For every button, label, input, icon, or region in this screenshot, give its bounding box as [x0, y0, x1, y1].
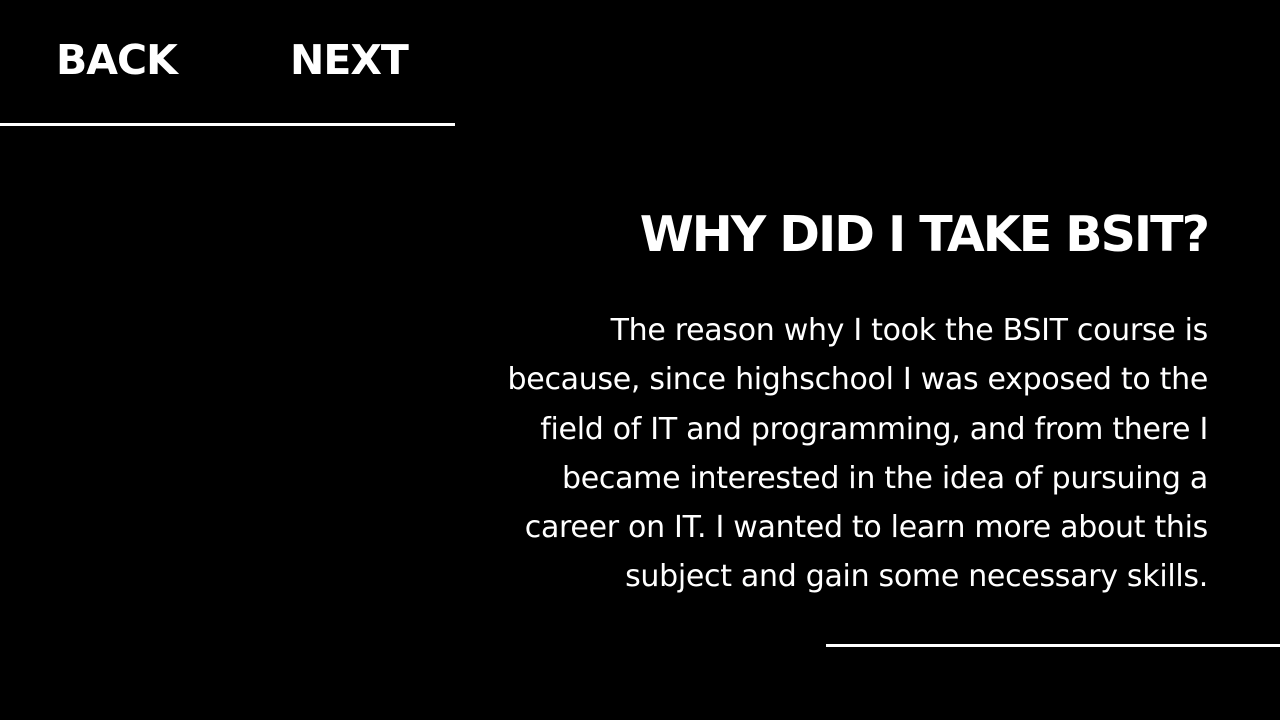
body-line: field of IT and programming, and from th… — [540, 411, 1208, 447]
body-line: became interested in the idea of pursuin… — [561, 460, 1208, 496]
next-button[interactable]: NEXT — [290, 36, 409, 84]
bottom-divider — [826, 644, 1280, 647]
body-line: because, since highschool I was exposed … — [507, 362, 1209, 398]
slide-title: WHY DID I TAKE BSIT? — [639, 206, 1210, 263]
body-line: subject and gain some necessary skills. — [625, 559, 1208, 595]
navigation-bar: BACK NEXT — [56, 32, 409, 88]
back-button[interactable]: BACK — [56, 36, 178, 84]
body-line: The reason why I took the BSIT course is — [610, 313, 1209, 348]
top-divider — [0, 123, 455, 126]
body-line: career on IT. I wanted to learn more abo… — [524, 510, 1209, 546]
slide-body: The reason why I took the BSIT course is… — [348, 306, 1209, 602]
